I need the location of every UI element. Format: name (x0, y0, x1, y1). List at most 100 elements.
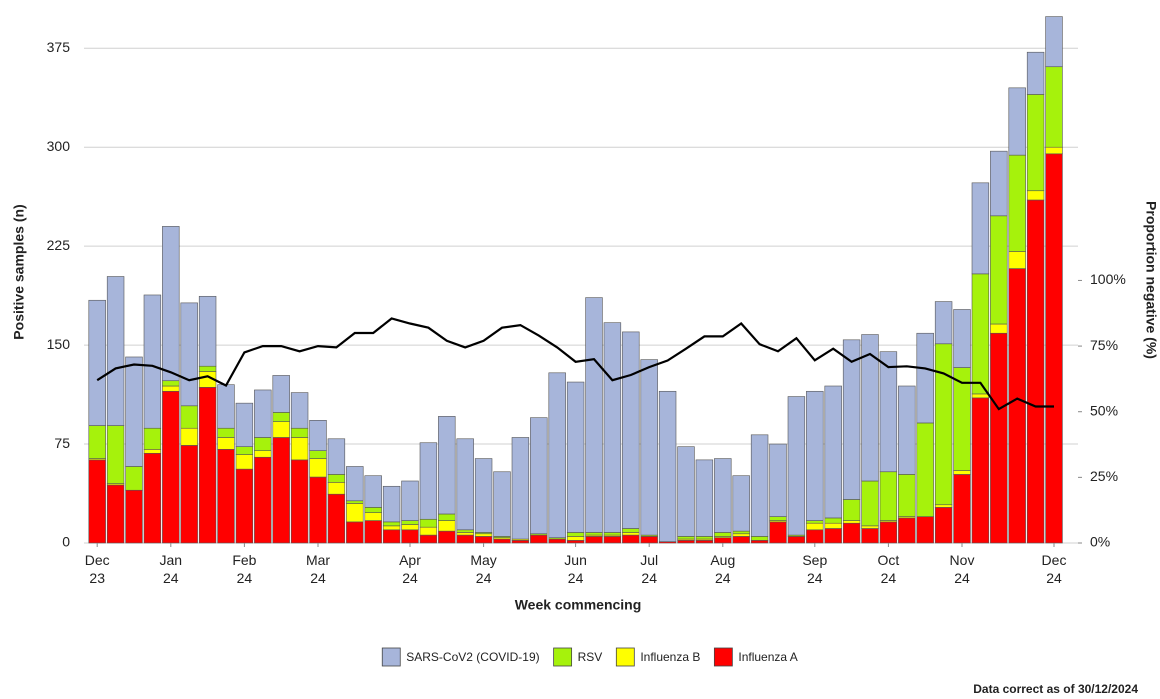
legend-label: Influenza B (640, 650, 700, 664)
bar-segment (640, 359, 658, 536)
bar-segment (438, 513, 456, 521)
bar-segment (364, 507, 382, 513)
bar-segment (180, 427, 198, 446)
bar-segment (198, 387, 217, 544)
bar-segment (548, 538, 566, 544)
bar-segment (585, 536, 603, 544)
bar-segment (346, 521, 364, 544)
bar-segment (125, 489, 143, 544)
bar-segment (677, 540, 695, 544)
bar-segment (1008, 251, 1026, 269)
bar-segment (879, 521, 898, 544)
bar-segment (401, 524, 419, 531)
bar-segment (769, 516, 787, 521)
y-tick-label: 150 (47, 336, 71, 352)
bar-segment (806, 522, 824, 531)
bar-segment (879, 351, 898, 473)
bar-segment (898, 517, 916, 544)
bar-segment (1045, 146, 1063, 155)
bar-segment (327, 438, 346, 475)
bar-segment (198, 295, 217, 367)
x-tick-label: Dec 24 (1042, 552, 1067, 586)
bar-segment (364, 520, 382, 544)
footnote: Data correct as of 30/12/2024 (973, 682, 1138, 696)
bar-segment (456, 534, 474, 544)
bar-segment (438, 416, 456, 515)
x-tick-label: Aug 24 (710, 552, 735, 586)
x-tick-label: Feb 24 (232, 552, 256, 586)
bar-segment (916, 422, 934, 517)
bar-segment (861, 334, 879, 482)
bar-segment (456, 438, 474, 531)
bar-segment (1026, 51, 1045, 95)
bar-segment (842, 499, 861, 521)
bar-segment (217, 427, 235, 438)
bar-segment (695, 536, 714, 540)
bar-segment (566, 536, 585, 541)
bar-segment (346, 503, 364, 523)
bar-segment (953, 309, 971, 368)
bar-segment (456, 529, 474, 533)
bar-segment (511, 437, 530, 540)
bar-segment (677, 446, 695, 537)
bar-segment (732, 533, 750, 537)
bar-segment (364, 475, 382, 508)
legend: SARS-CoV2 (COVID-19) RSV Influenza B Influe… (381, 647, 798, 667)
bar-segment (254, 450, 272, 458)
x-tick-label: Apr 24 (399, 552, 421, 586)
bar-segment (640, 536, 658, 544)
x-tick-label: Oct 24 (878, 552, 900, 586)
bar-segment (235, 446, 254, 455)
bar-segment (474, 536, 493, 544)
bar-segment (824, 522, 842, 529)
bar-segment (916, 516, 934, 544)
bar-segment (162, 390, 180, 544)
bar-segment (382, 529, 401, 544)
bar-segment (824, 385, 842, 519)
y2-tick-label: 50% (1090, 402, 1118, 418)
bar-segment (953, 474, 971, 544)
bar-segment (272, 412, 290, 422)
y2-tick-label: 0% (1090, 534, 1110, 550)
bar-segment (990, 215, 1008, 325)
bar-segment (143, 294, 162, 429)
bar-segment (382, 525, 401, 531)
bar-segment (824, 528, 842, 544)
bar-segment (180, 405, 198, 429)
bar-segment (714, 537, 732, 544)
y2-tick-label: 75% (1090, 337, 1118, 353)
bar-segment (272, 437, 290, 544)
bar-segment (327, 474, 346, 483)
bar-segment (401, 529, 419, 544)
bar-segment (346, 466, 364, 502)
bar-segment (990, 150, 1008, 217)
x-tick-label: Jan 24 (160, 552, 183, 586)
bar-segment (934, 504, 953, 508)
bar-segment (143, 452, 162, 544)
bar-segment (401, 480, 419, 521)
bar-segment (861, 525, 879, 529)
bar-segment (548, 372, 566, 539)
bar-segment (88, 425, 106, 459)
bar-segment (474, 533, 493, 537)
bar-segment (622, 528, 640, 533)
bar-segment (990, 323, 1008, 334)
bar-segment (217, 449, 235, 544)
bar-segment (953, 470, 971, 475)
bar-segment (1045, 153, 1063, 544)
bar-segment (585, 532, 603, 536)
bar-segment (198, 365, 217, 372)
bar-segment (474, 458, 493, 533)
legend-label: RSV (578, 650, 603, 664)
bar-segment (750, 434, 769, 537)
bar-segment (806, 520, 824, 524)
bar-segment (769, 443, 787, 517)
bar-segment (1008, 87, 1026, 156)
bar-segment (934, 507, 953, 544)
bar-segment (88, 459, 106, 544)
bar-segment (658, 390, 677, 542)
bar-segment (143, 427, 162, 450)
bar-segment (162, 380, 180, 387)
bar-segment (290, 427, 309, 438)
